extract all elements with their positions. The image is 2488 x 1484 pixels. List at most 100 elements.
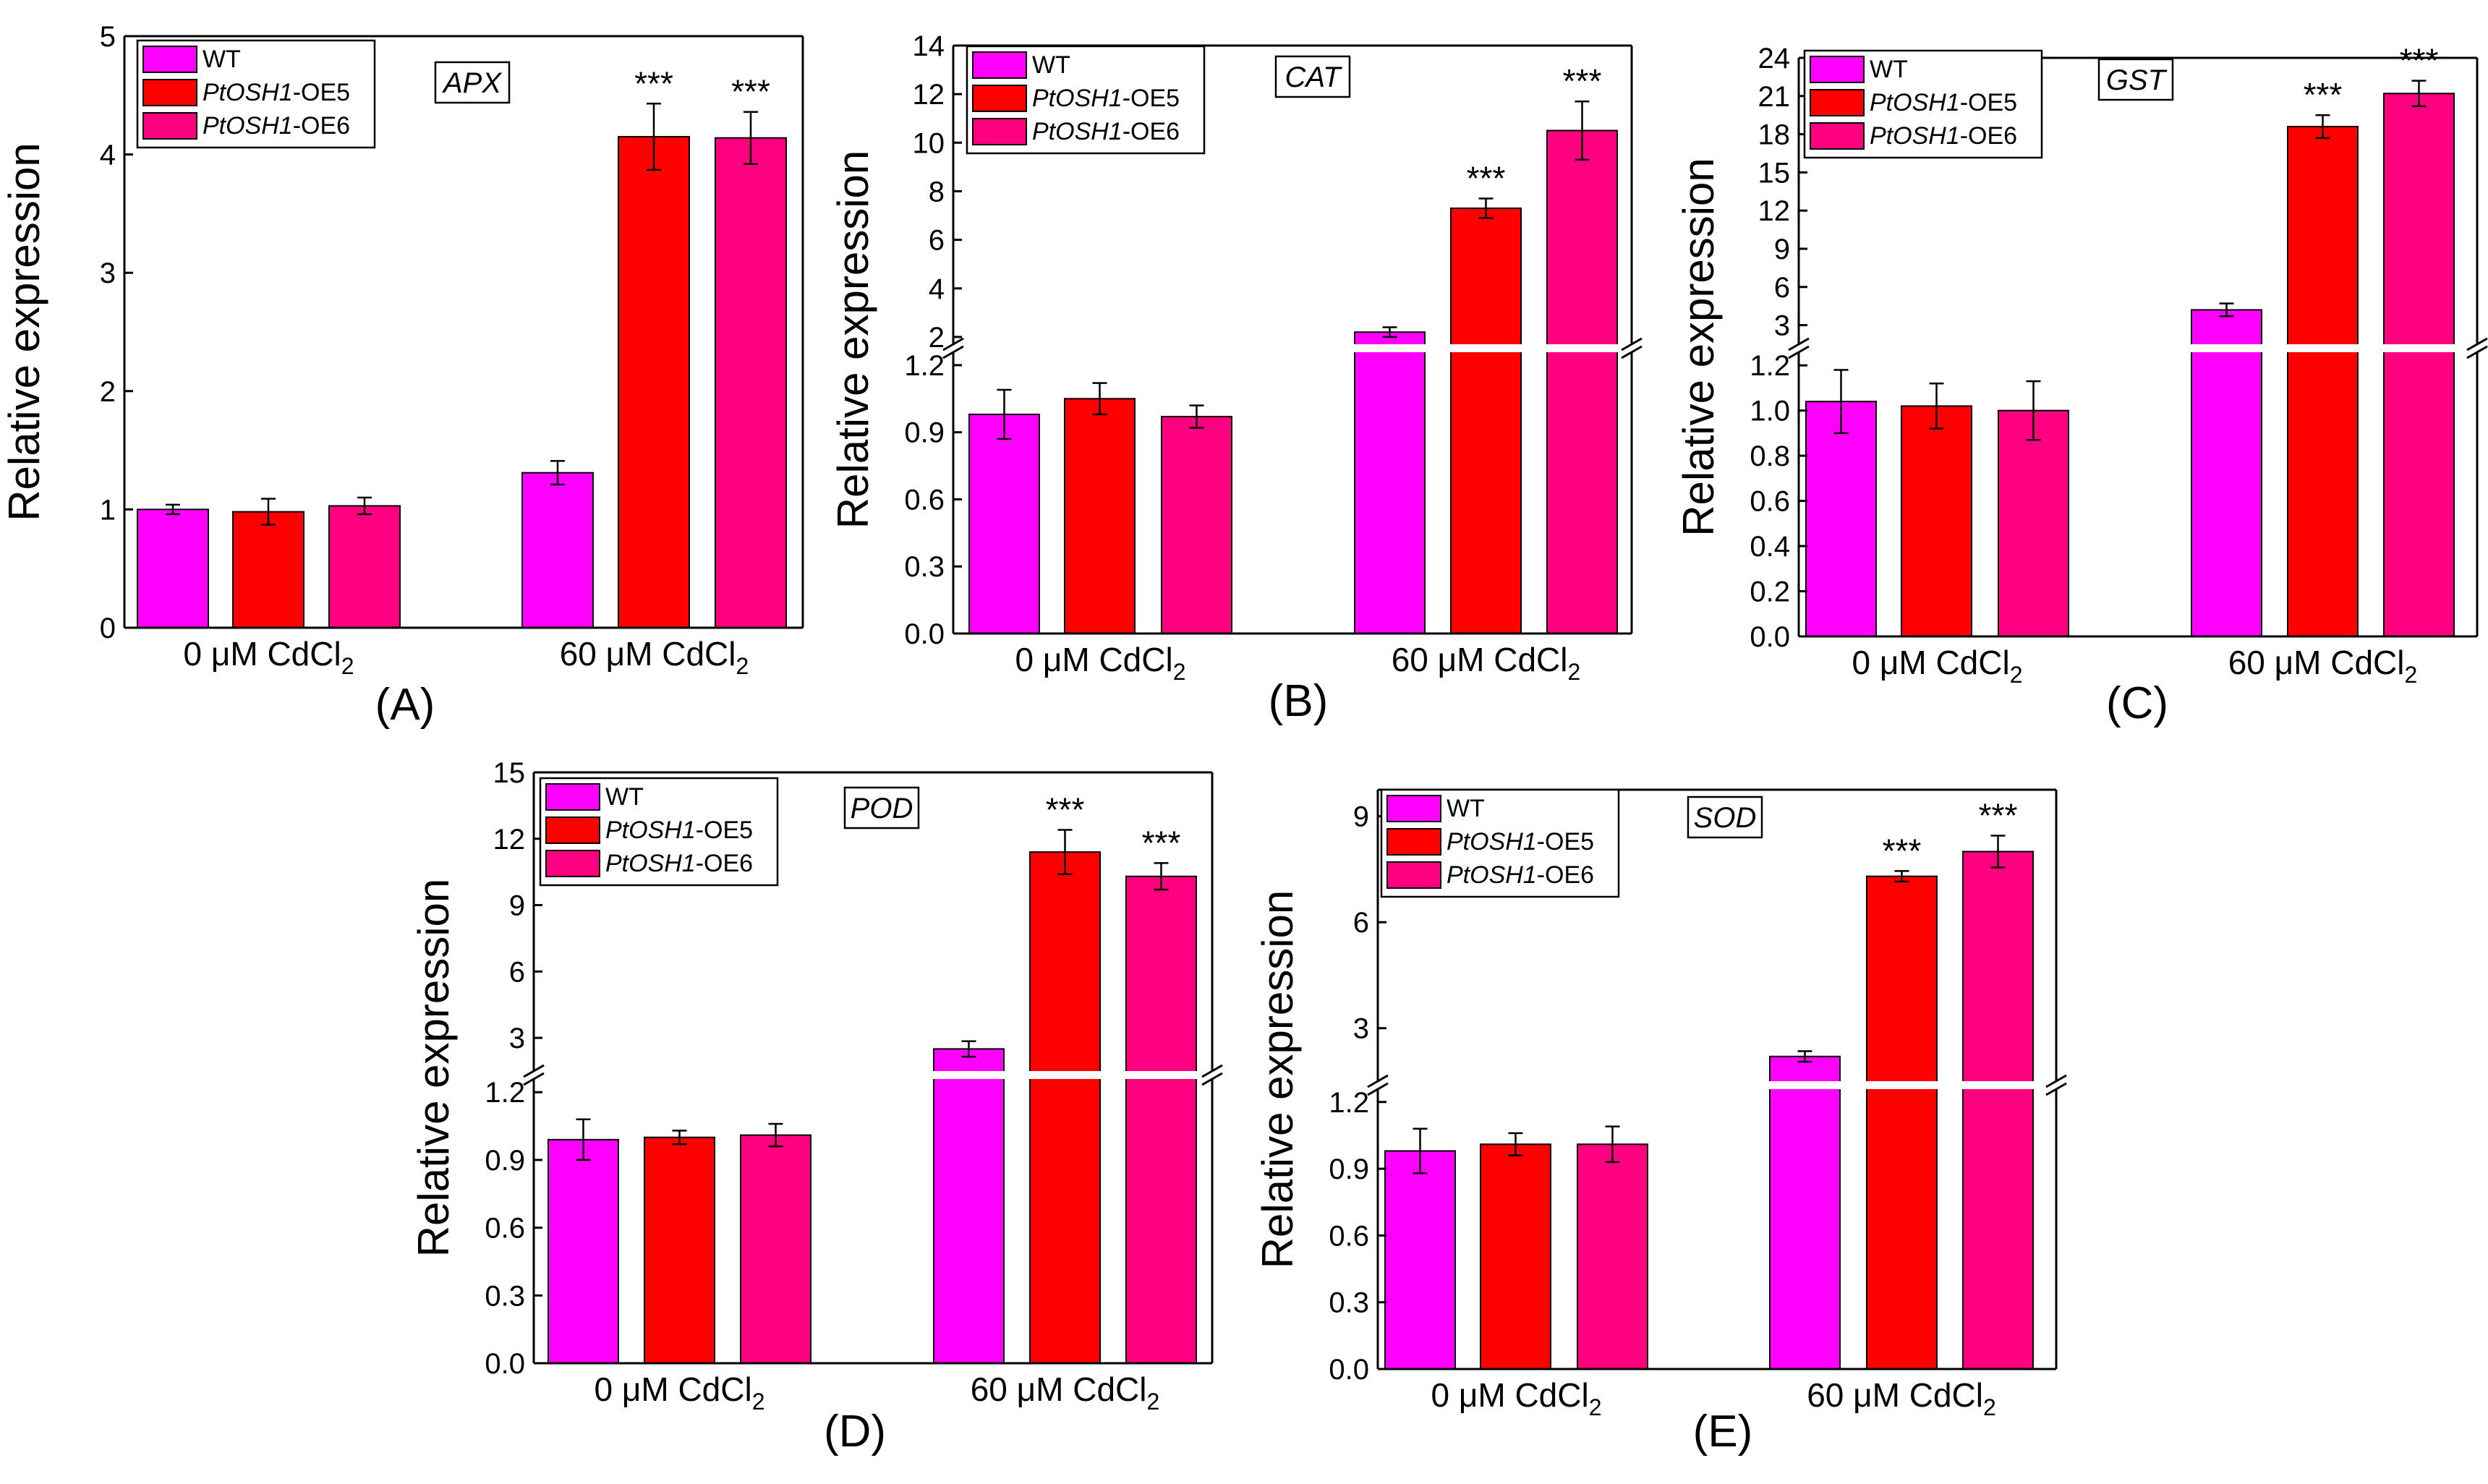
- bar-wt-cd: [2191, 309, 2262, 637]
- y-axis-label: Relative expression: [0, 142, 48, 521]
- legend-label-wt: WT: [1032, 51, 1070, 79]
- y-tick-label: 15: [493, 757, 526, 789]
- x-category-label: 60 μM CdCl2: [560, 635, 749, 679]
- legend-swatch-wt: [1810, 56, 1865, 83]
- bar-oe5-ctrl: [1064, 398, 1136, 634]
- y-tick-label: 0.4: [1750, 531, 1790, 563]
- chart-panel-apx: *** *** 0 1 2 3 4 5 Relative expression 0 μM CdCl…: [0, 21, 804, 730]
- y-tick-label: 0.8: [1750, 440, 1790, 472]
- bar-oe6-ctrl: [1577, 1143, 1648, 1370]
- legend-swatch-wt: [1386, 795, 1441, 822]
- bar-oe5-ctrl: [644, 1136, 715, 1364]
- y-tick-label: 9: [1353, 801, 1369, 833]
- significance-label: ***: [1467, 160, 1506, 197]
- y-tick-label: 0.0: [485, 1348, 525, 1380]
- panel-label: (B): [1269, 676, 1329, 726]
- bar-oe6-cd: [1962, 850, 2034, 1370]
- y-tick-label: 1.2: [1329, 1087, 1369, 1119]
- bar-oe6-cd: [1125, 875, 1197, 1364]
- y-tick-label: 2: [929, 322, 945, 354]
- line-suffix: -OE5: [696, 816, 753, 844]
- gene-name: PtOSH1: [1870, 89, 1960, 116]
- x-category-label: 0 μM CdCl2: [594, 1370, 764, 1415]
- subscript: 2: [2405, 662, 2418, 688]
- gene-name: PtOSH1: [1032, 85, 1122, 112]
- legend-label-oe5: PtOSH1-OE5: [1447, 828, 1594, 856]
- x-category-label: 60 μM CdCl2: [1807, 1376, 1996, 1420]
- gene-name: PtOSH1: [1447, 828, 1537, 856]
- legend-swatch-oe5: [545, 816, 600, 844]
- subscript: 2: [736, 653, 749, 679]
- break-mark: [942, 345, 964, 359]
- break-mark: [1788, 345, 1810, 359]
- legend-label-oe5: PtOSH1-OE5: [1032, 85, 1180, 112]
- x-category-label: 0 μM CdCl2: [183, 635, 354, 679]
- gene-tag: APX: [442, 67, 502, 99]
- panel-label: (E): [1693, 1407, 1753, 1457]
- significance-label: ***: [1142, 824, 1181, 861]
- gene-tag-box: [1274, 55, 1351, 98]
- break-mark: [2045, 1074, 2067, 1088]
- break-mark: [1367, 1082, 1389, 1096]
- legend-label-wt: WT: [1447, 795, 1485, 822]
- y-tick-label: 0.6: [1329, 1220, 1369, 1252]
- y-tick-label: 1.2: [904, 350, 945, 382]
- gene-name: PtOSH1: [605, 816, 696, 844]
- axis-break-gap: [1800, 344, 2476, 352]
- line-suffix: -OE5: [1960, 89, 2017, 116]
- chart-panel-pod: *** *** 0.0 0.3 0.6 0.9 1.2 3 6 9 12 15 Relative exp…: [409, 757, 1223, 1457]
- legend-swatch-oe6: [545, 850, 600, 877]
- break-mark: [942, 337, 964, 351]
- y-tick-label: 0.0: [904, 618, 945, 650]
- y-tick-label: 3: [509, 1023, 525, 1054]
- gene-name: PtOSH1: [203, 79, 293, 106]
- y-tick-label: 0.0: [1750, 621, 1790, 653]
- chart-panel-cat: ******0.00.30.60.91.22468101214Relative …: [829, 30, 1643, 726]
- legend-label-wt: WT: [1870, 56, 1908, 83]
- line-suffix: -OE6: [293, 112, 350, 140]
- y-tick-label: 3: [100, 257, 116, 289]
- break-mark: [1201, 1072, 1223, 1086]
- x-category-label: 0 μM CdCl2: [1852, 644, 2022, 688]
- y-tick-label: 12: [1758, 195, 1791, 227]
- axis-break-gap: [535, 1071, 1211, 1079]
- gene-name: PtOSH1: [1870, 122, 1960, 150]
- y-tick-label: 1: [100, 494, 116, 526]
- y-tick-label: 14: [913, 30, 945, 62]
- y-tick-label: 0.9: [485, 1145, 525, 1177]
- bar-oe6-cd: [2383, 93, 2455, 637]
- legend-swatch-oe6: [1810, 122, 1865, 150]
- subscript: 2: [1147, 1389, 1160, 1415]
- bar-oe5-ctrl: [1901, 405, 1972, 637]
- bar-wt-ctrl: [1805, 401, 1877, 637]
- break-mark: [1621, 345, 1643, 359]
- legend-label-oe5: PtOSH1-OE5: [203, 79, 350, 106]
- legend-swatch-oe5: [972, 85, 1027, 112]
- bar-oe5-cd: [1029, 851, 1101, 1364]
- x-category-label: 0 μM CdCl2: [1431, 1376, 1601, 1420]
- y-axis-label: Relative expression: [1253, 890, 1302, 1269]
- bar-oe5-cd: [2287, 126, 2359, 638]
- bar-oe6-ctrl: [740, 1134, 811, 1364]
- gene-tag: GST: [2106, 64, 2168, 96]
- y-tick-label: 0.6: [1750, 486, 1790, 518]
- y-tick-label: 1.0: [1750, 396, 1790, 427]
- bar-wt-cd: [1354, 331, 1426, 634]
- break-mark: [2466, 345, 2488, 359]
- y-tick-label: 0.3: [904, 551, 945, 583]
- bar-oe6-ctrl: [1998, 409, 2069, 637]
- significance-label: ***: [731, 73, 770, 111]
- bar-wt-cd: [933, 1048, 1005, 1364]
- significance-label: ***: [1563, 62, 1602, 100]
- bar-oe5-cd: [618, 136, 690, 628]
- legend-label-oe6: PtOSH1-OE6: [203, 112, 350, 140]
- y-tick-label: 10: [913, 127, 945, 159]
- y-tick-label: 0.6: [904, 484, 945, 516]
- y-axis-label: Relative expression: [1674, 158, 1723, 537]
- bar-oe6-cd: [1546, 129, 1618, 634]
- y-tick-label: 0.2: [1750, 576, 1790, 608]
- line-suffix: -OE5: [293, 79, 350, 106]
